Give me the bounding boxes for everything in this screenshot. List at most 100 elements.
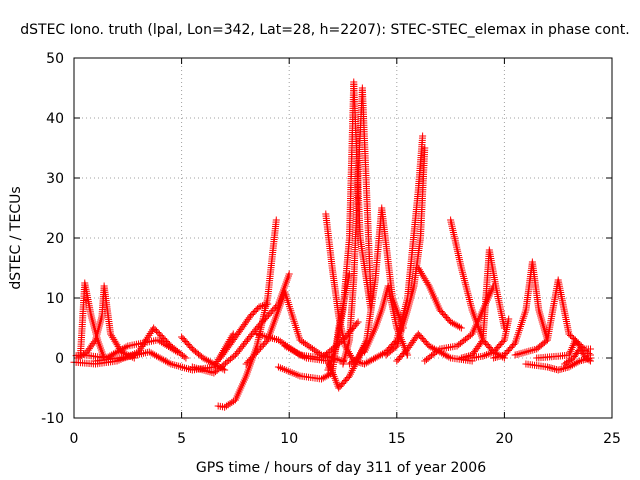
data-point bbox=[447, 318, 455, 326]
data-point bbox=[244, 358, 252, 366]
data-point bbox=[107, 330, 115, 338]
data-point bbox=[145, 348, 153, 356]
data-point bbox=[90, 338, 98, 346]
data-point bbox=[161, 357, 169, 365]
data-point bbox=[155, 330, 163, 338]
data-point bbox=[270, 305, 278, 313]
data-point bbox=[419, 132, 427, 140]
data-point bbox=[263, 313, 271, 321]
data-point bbox=[201, 355, 209, 363]
data-point bbox=[110, 335, 118, 343]
data-point bbox=[156, 337, 164, 345]
data-point bbox=[158, 333, 166, 341]
data-point bbox=[569, 361, 577, 369]
data-point bbox=[299, 352, 307, 360]
data-point bbox=[245, 357, 253, 365]
data-series bbox=[324, 78, 375, 374]
data-point bbox=[182, 354, 190, 362]
data-point bbox=[285, 270, 293, 278]
data-point bbox=[113, 348, 121, 356]
data-series bbox=[81, 336, 181, 362]
data-point bbox=[368, 356, 376, 364]
data-point bbox=[312, 347, 320, 355]
data-point bbox=[258, 342, 266, 350]
data-point bbox=[205, 357, 212, 365]
data-point bbox=[296, 336, 304, 344]
data-series bbox=[361, 282, 412, 359]
data-point bbox=[210, 360, 218, 368]
data-point bbox=[445, 353, 453, 361]
y-axis-label: dSTEC / TECUs bbox=[8, 186, 24, 289]
data-point bbox=[354, 354, 362, 362]
data-point bbox=[260, 316, 268, 324]
data-point bbox=[288, 346, 296, 354]
data-point bbox=[158, 355, 166, 363]
data-point bbox=[261, 339, 269, 347]
data-series bbox=[178, 333, 229, 374]
data-series bbox=[216, 300, 272, 362]
data-point bbox=[423, 278, 431, 286]
data-point bbox=[255, 346, 263, 354]
data-point bbox=[150, 324, 158, 332]
data-point bbox=[122, 343, 130, 351]
data-point bbox=[111, 337, 119, 345]
data-point bbox=[482, 351, 490, 359]
data-point bbox=[203, 356, 211, 364]
x-tick-label: 25 bbox=[603, 431, 621, 447]
data-point bbox=[154, 353, 162, 361]
data-point bbox=[375, 352, 383, 360]
data-point bbox=[572, 359, 580, 367]
data-point bbox=[276, 337, 284, 345]
data-point bbox=[566, 332, 574, 339]
data-point bbox=[264, 311, 272, 319]
data-point bbox=[168, 345, 176, 353]
data-point bbox=[208, 359, 216, 367]
data-point bbox=[568, 333, 576, 341]
data-point bbox=[323, 372, 331, 380]
data-point bbox=[457, 324, 465, 332]
data-point bbox=[434, 346, 442, 354]
data-point bbox=[115, 347, 123, 355]
data-point bbox=[419, 271, 427, 279]
data-point bbox=[510, 341, 518, 348]
data-series bbox=[511, 276, 594, 359]
data-point bbox=[257, 302, 265, 310]
data-point bbox=[293, 349, 301, 357]
data-point bbox=[307, 344, 315, 351]
data-series bbox=[457, 246, 508, 362]
data-point bbox=[429, 344, 437, 352]
data-point bbox=[420, 273, 428, 281]
data-point bbox=[452, 321, 460, 329]
data-point bbox=[154, 329, 162, 336]
data-point bbox=[499, 338, 507, 345]
data-point bbox=[443, 352, 451, 360]
data-point bbox=[414, 264, 422, 272]
x-tick-label: 10 bbox=[280, 431, 298, 447]
data-point bbox=[159, 339, 167, 347]
data-point bbox=[264, 300, 272, 308]
data-point bbox=[565, 363, 573, 371]
data-point bbox=[166, 344, 174, 352]
data-point bbox=[305, 342, 313, 350]
data-series bbox=[322, 210, 379, 368]
data-series bbox=[382, 144, 429, 359]
data-point bbox=[425, 342, 433, 350]
data-point bbox=[310, 346, 318, 354]
data-point bbox=[221, 403, 229, 411]
data-point bbox=[172, 347, 180, 355]
data-point bbox=[585, 356, 593, 364]
data-point bbox=[173, 348, 181, 356]
data-point bbox=[345, 270, 353, 278]
y-tick-labels: -10 0 10 20 30 40 50 bbox=[41, 51, 64, 427]
data-point bbox=[574, 358, 582, 366]
data-point bbox=[180, 353, 188, 361]
data-point bbox=[163, 341, 171, 349]
data-point bbox=[262, 301, 270, 309]
data-point bbox=[249, 352, 257, 360]
y-tick-label: 30 bbox=[46, 171, 64, 187]
data-point bbox=[165, 359, 173, 367]
data-point bbox=[254, 322, 262, 330]
data-point bbox=[248, 354, 256, 362]
data-point bbox=[450, 320, 458, 328]
x-tick-label: 20 bbox=[495, 431, 513, 447]
